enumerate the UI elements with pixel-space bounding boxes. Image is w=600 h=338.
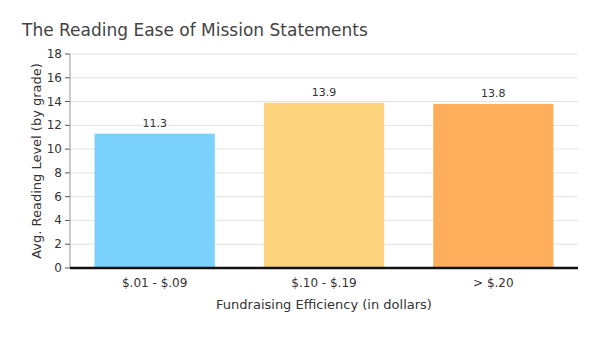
bar <box>264 103 384 268</box>
grid-line <box>70 54 578 55</box>
data-label: 13.8 <box>481 87 506 100</box>
y-tick <box>65 172 70 173</box>
bars <box>95 103 554 268</box>
grid-line <box>70 268 578 269</box>
y-tick-label: 12 <box>47 118 62 132</box>
y-tick <box>65 54 70 55</box>
x-axis-line <box>70 267 578 270</box>
bar <box>95 134 215 268</box>
y-tick-label: 6 <box>54 190 62 204</box>
y-tick-label: 16 <box>47 71 62 85</box>
y-tick-label: 18 <box>47 47 62 61</box>
data-label: 11.3 <box>142 117 167 130</box>
y-tick-label: 0 <box>54 261 62 275</box>
y-tick <box>65 268 70 269</box>
y-tick <box>65 77 70 78</box>
title: The Reading Ease of Mission Statements <box>21 20 368 40</box>
x-axis-label: Fundraising Efficiency (in dollars) <box>216 297 432 312</box>
y-tick <box>65 149 70 150</box>
y-tick <box>65 196 70 197</box>
y-tick-label: 10 <box>47 142 62 156</box>
y-tick-label: 4 <box>54 213 62 227</box>
y-tick <box>65 244 70 245</box>
grid-line <box>70 77 578 78</box>
chart-container: The Reading Ease of Mission Statements 0 2… <box>0 0 600 338</box>
x-tick-label: $.10 - $.19 <box>291 276 356 290</box>
y-tick <box>65 125 70 126</box>
y-tick-label: 8 <box>54 166 62 180</box>
x-tick-label: > $.20 <box>473 276 514 290</box>
y-tick <box>65 101 70 102</box>
bar <box>433 104 553 268</box>
y-tick <box>65 220 70 221</box>
x-tick-label: $.01 - $.09 <box>122 276 187 290</box>
y-tick-label: 2 <box>54 237 62 251</box>
grid-line <box>70 101 578 102</box>
y-axis-label: Avg. Reading Level (by grade) <box>29 63 44 259</box>
chart-svg: The Reading Ease of Mission Statements 0 2… <box>0 0 600 338</box>
y-tick-label: 14 <box>47 95 62 109</box>
data-label: 13.9 <box>312 86 337 99</box>
background <box>0 0 600 338</box>
y-axis-line <box>70 54 71 268</box>
